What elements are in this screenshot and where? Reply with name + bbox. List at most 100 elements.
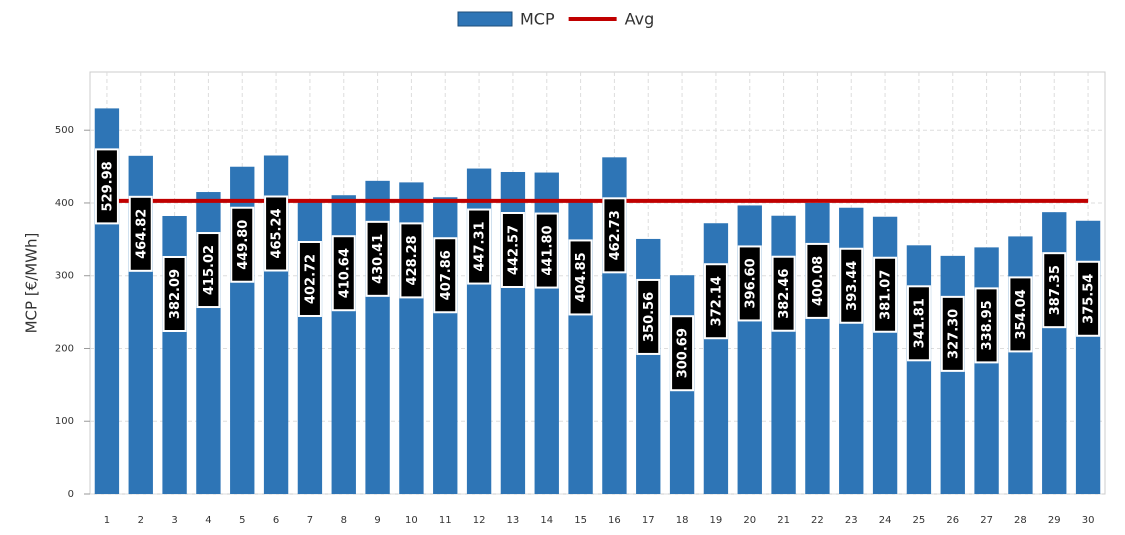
value-label: 382.09 <box>162 255 187 332</box>
x-tick-label: 7 <box>307 515 313 526</box>
value-label-box <box>737 245 762 322</box>
x-tick-label: 29 <box>1048 515 1061 526</box>
value-label-text: 354.04 <box>1014 289 1029 339</box>
value-label: 300.69 <box>670 315 695 392</box>
value-label-box <box>399 222 424 299</box>
value-label-box <box>433 237 458 314</box>
value-label-box <box>500 211 525 288</box>
value-label-box <box>196 232 221 309</box>
x-tick-label: 6 <box>273 515 279 526</box>
y-tick-label: 0 <box>68 489 74 500</box>
value-label: 462.73 <box>602 197 627 274</box>
value-label-text: 430.41 <box>371 234 386 284</box>
value-label-box <box>636 278 661 355</box>
value-label-box <box>94 148 119 225</box>
value-label-text: 465.24 <box>270 208 285 258</box>
bar <box>906 245 932 494</box>
y-tick-label: 500 <box>55 125 74 136</box>
x-tick-label: 13 <box>507 515 520 526</box>
value-label-box <box>906 285 931 362</box>
x-tick-label: 16 <box>608 515 621 526</box>
value-label: 396.60 <box>737 245 762 322</box>
value-label-box <box>534 212 559 289</box>
value-label-box <box>162 255 187 332</box>
value-label-text: 372.14 <box>709 276 724 326</box>
y-tick-label: 100 <box>55 416 74 427</box>
value-label-box <box>703 263 728 340</box>
value-label: 327.30 <box>940 295 965 372</box>
value-label-box <box>128 195 153 272</box>
x-tick-label: 4 <box>205 515 211 526</box>
x-tick-label: 1 <box>104 515 110 526</box>
value-label-box <box>602 197 627 274</box>
y-axis-label: MCP [€/MWh] <box>23 233 41 334</box>
value-label-text: 404.85 <box>574 252 589 302</box>
value-label-box <box>1008 276 1033 353</box>
x-tick-label: 26 <box>946 515 959 526</box>
value-label-box <box>568 239 593 316</box>
value-label: 410.64 <box>331 235 356 312</box>
value-label: 381.07 <box>873 256 898 333</box>
x-tick-label: 19 <box>710 515 723 526</box>
value-label-text: 410.64 <box>337 248 352 298</box>
value-label-box <box>1076 260 1101 337</box>
plot-area <box>89 71 1106 495</box>
value-label-text: 338.95 <box>980 300 995 350</box>
x-tick-label: 12 <box>473 515 486 526</box>
x-tick-label: 5 <box>239 515 245 526</box>
value-label: 441.80 <box>534 212 559 289</box>
value-label: 447.31 <box>467 208 492 285</box>
value-label-box <box>467 208 492 285</box>
value-label: 338.95 <box>974 287 999 364</box>
value-label: 375.54 <box>1076 260 1101 337</box>
value-label-box <box>805 242 830 319</box>
y-tick-label: 300 <box>55 271 74 282</box>
value-label-box <box>839 247 864 324</box>
value-label-box <box>670 315 695 392</box>
x-tick-label: 24 <box>879 515 892 526</box>
value-label: 415.02 <box>196 232 221 309</box>
value-label: 350.56 <box>636 278 661 355</box>
value-label-text: 350.56 <box>642 292 657 342</box>
x-tick-label: 10 <box>405 515 418 526</box>
x-tick-label: 25 <box>913 515 926 526</box>
bar <box>1008 236 1033 494</box>
value-label-text: 415.02 <box>202 245 217 295</box>
x-tick-label: 27 <box>980 515 993 526</box>
value-label-text: 300.69 <box>676 328 691 378</box>
x-tick-label: 20 <box>743 515 756 526</box>
value-label-text: 387.35 <box>1048 265 1063 315</box>
value-label: 354.04 <box>1008 276 1033 353</box>
value-label: 407.86 <box>433 237 458 314</box>
value-label-text: 529.98 <box>100 161 115 211</box>
value-label-box <box>365 220 390 297</box>
legend-label: MCP <box>520 10 555 29</box>
x-tick-label: 3 <box>171 515 177 526</box>
value-label: 465.24 <box>264 195 289 272</box>
value-label-text: 382.09 <box>168 269 183 319</box>
value-label-text: 449.80 <box>236 220 251 270</box>
x-tick-label: 23 <box>845 515 858 526</box>
value-label-text: 407.86 <box>439 250 454 300</box>
value-label-text: 442.57 <box>506 225 521 275</box>
value-label-text: 402.72 <box>303 254 318 304</box>
value-label-box <box>264 195 289 272</box>
x-tick-label: 14 <box>540 515 553 526</box>
value-label-text: 464.82 <box>134 209 149 259</box>
value-label: 464.82 <box>128 195 153 272</box>
value-label: 382.46 <box>771 255 796 332</box>
value-label-text: 375.54 <box>1082 274 1097 324</box>
x-tick-label: 15 <box>574 515 587 526</box>
value-label-box <box>230 206 255 283</box>
x-tick-label: 11 <box>439 515 452 526</box>
legend-label: Avg <box>625 10 655 29</box>
value-label: 430.41 <box>365 220 390 297</box>
y-tick-label: 200 <box>55 343 74 354</box>
bar <box>940 255 965 494</box>
value-label-box <box>873 256 898 333</box>
value-label: 387.35 <box>1042 252 1067 329</box>
value-label-text: 327.30 <box>946 309 961 359</box>
value-label: 449.80 <box>230 206 255 283</box>
value-label: 372.14 <box>703 263 728 340</box>
value-label-text: 382.46 <box>777 269 792 319</box>
